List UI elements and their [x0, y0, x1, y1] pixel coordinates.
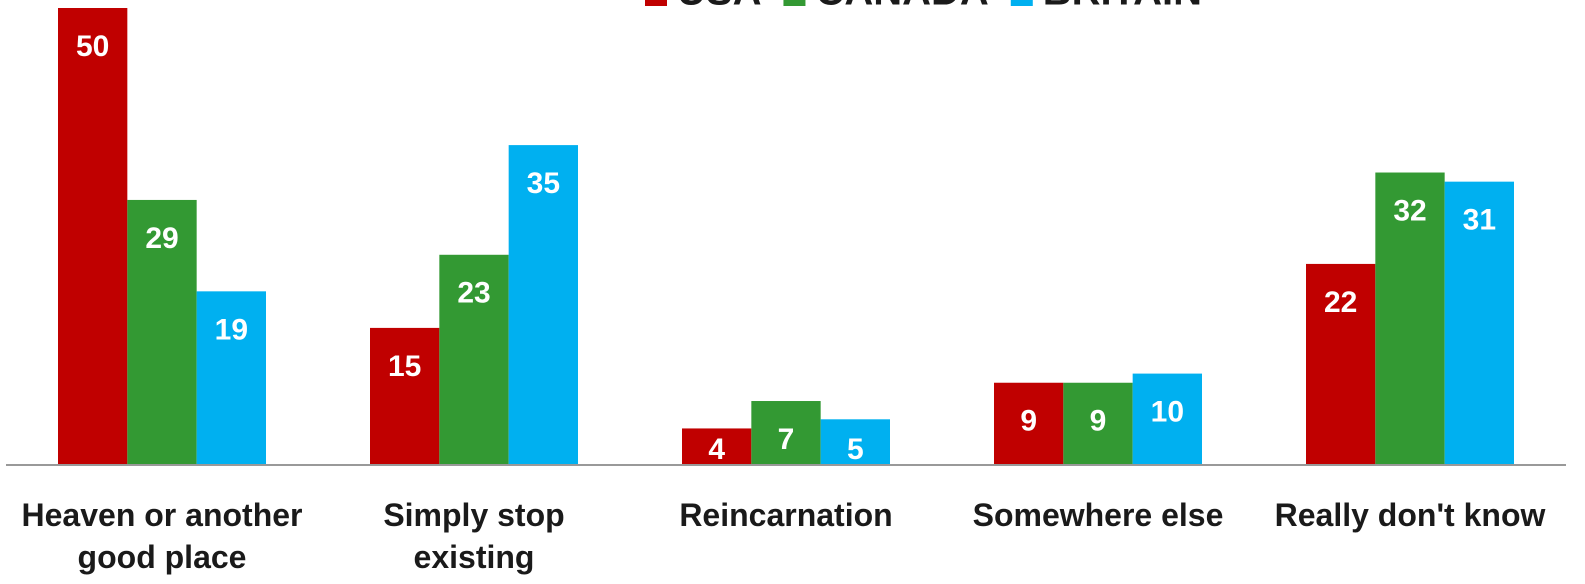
- data-label: 35: [527, 167, 560, 200]
- data-label: 29: [145, 222, 178, 255]
- data-label: 50: [76, 30, 109, 63]
- legend-label: USA: [677, 0, 761, 14]
- data-label: 31: [1463, 204, 1496, 237]
- legend-swatch: [1010, 0, 1033, 6]
- bar: [439, 254, 509, 465]
- bar: [127, 199, 197, 465]
- bar: [820, 419, 890, 465]
- bar: [1132, 373, 1202, 465]
- bar: [508, 145, 578, 465]
- data-label: 19: [215, 313, 248, 346]
- bar: [1306, 263, 1376, 465]
- data-label: 7: [778, 423, 795, 456]
- data-label: 23: [457, 277, 490, 310]
- bar: [682, 428, 752, 465]
- data-label: 32: [1393, 194, 1426, 227]
- x-tick-label: Really don't know: [1274, 497, 1546, 533]
- legend-label: CANADA: [815, 0, 988, 14]
- bar: [1063, 382, 1133, 465]
- bar: [370, 327, 440, 465]
- bar: [196, 291, 266, 465]
- bar: [751, 401, 821, 465]
- bar: [1444, 181, 1514, 465]
- data-label: 10: [1151, 396, 1184, 429]
- x-tick-label: Reincarnation: [679, 497, 893, 533]
- data-label: 5: [847, 433, 864, 466]
- bar: [58, 8, 128, 465]
- x-tick-label: Heaven or another good place: [21, 497, 303, 575]
- data-label: 15: [388, 350, 421, 383]
- x-tick-label: Somewhere else: [972, 497, 1224, 533]
- data-label: 9: [1020, 405, 1037, 438]
- data-label: 22: [1324, 286, 1357, 319]
- bar: [994, 382, 1064, 465]
- data-label: 4: [708, 433, 725, 466]
- data-label: 9: [1090, 405, 1107, 438]
- legend-label: BRITAIN: [1043, 0, 1202, 14]
- legend-swatch: [783, 0, 806, 6]
- bar: [1375, 172, 1445, 465]
- legend-swatch: [645, 0, 667, 6]
- x-tick-label: Simply stop existing: [383, 497, 565, 575]
